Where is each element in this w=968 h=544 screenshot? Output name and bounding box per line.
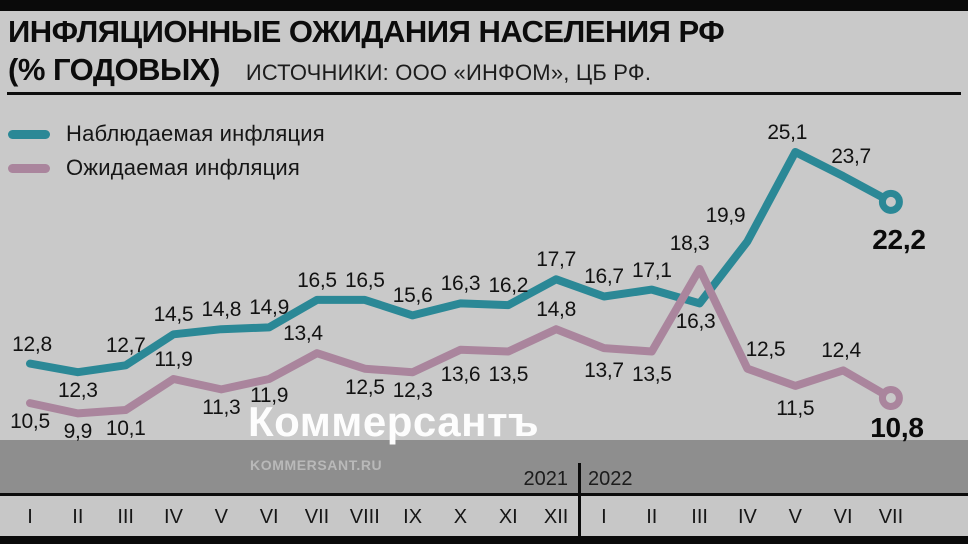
x-tick-2022-VI: VI <box>833 506 853 528</box>
observed-value-label: 16,2 <box>488 274 529 298</box>
legend: Наблюдаемая инфляция Ожидаемая инфляция <box>8 121 325 190</box>
year-label-2021: 2021 <box>523 468 569 490</box>
observed-value-label: 15,6 <box>392 284 433 308</box>
expected-value-label: 12,5 <box>745 337 786 361</box>
x-tick-2022-I: I <box>601 506 607 528</box>
footer-band <box>0 440 968 493</box>
expected-value-label: 12,4 <box>821 339 861 363</box>
expected-value-label: 11,5 <box>776 396 815 420</box>
observed-value-label: 17,1 <box>631 258 672 282</box>
observed-value-label: 16,3 <box>440 272 481 296</box>
observed-line-label: Наблюдаемая инфляция <box>66 121 325 146</box>
x-tick-2021-IV: IV <box>164 506 183 528</box>
year-divider <box>578 463 581 536</box>
x-tick-2022-VII: VII <box>878 506 904 528</box>
kommersant-url: KOMMERSANT.RU <box>250 457 383 473</box>
expected-value-label: 13,5 <box>488 362 529 386</box>
expected-value-label: 10,8 <box>870 411 924 443</box>
observed-value-label: 14,5 <box>153 303 194 327</box>
observed-value-label: 12,7 <box>105 334 146 358</box>
expected-value-label: 13,5 <box>631 362 672 386</box>
x-tick-2021-I: I <box>27 506 33 528</box>
x-tick-2022-IV: IV <box>737 506 757 528</box>
expected-value-label: 11,3 <box>202 396 241 420</box>
x-tick-2021-X: X <box>453 506 468 528</box>
observed-value-label: 16,3 <box>675 310 716 334</box>
observed-value-label: 19,9 <box>705 204 746 228</box>
expected-value-label: 13,4 <box>283 322 323 346</box>
observed-value-label: 12,8 <box>12 332 52 356</box>
x-tick-2021-IX: IX <box>403 506 423 528</box>
bottom-bar <box>0 536 968 544</box>
observed-value-label: 16,5 <box>344 268 385 292</box>
observed-value-label: 14,8 <box>201 298 242 322</box>
expected-line-label: Ожидаемая инфляция <box>66 155 301 180</box>
observed-value-label: 17,7 <box>536 248 576 272</box>
expected-value-label: 11,9 <box>154 348 193 372</box>
observed-value-label: 25,1 <box>767 121 808 144</box>
observed-value-label: 22,2 <box>872 223 926 255</box>
x-tick-2021-V: V <box>214 506 228 528</box>
observed-value-label: 16,5 <box>297 268 337 292</box>
x-tick-2021-VII: VII <box>304 506 330 528</box>
top-bar <box>0 0 968 11</box>
x-tick-2021-XI: XI <box>498 506 518 528</box>
x-tick-2021-III: III <box>117 506 134 528</box>
expected-end-marker <box>878 386 903 410</box>
observed-value-label: 23,7 <box>831 145 871 169</box>
source-note: ИСТОЧНИКИ: ООО «ИНФОМ», ЦБ РФ. <box>245 60 652 85</box>
year-label-2022: 2022 <box>588 468 633 490</box>
kommersant-logo: Коммерсантъ <box>248 398 540 445</box>
legend-item-expected: Ожидаемая инфляция <box>8 155 325 180</box>
expected-value-label: 10,1 <box>105 417 146 440</box>
observed-end-marker <box>878 189 903 214</box>
expected-value-label: 18,3 <box>669 231 710 255</box>
chart-subtitle-row: (% ГОДОВЫХ) ИСТОЧНИКИ: ООО «ИНФОМ», ЦБ Р… <box>8 52 651 88</box>
legend-item-observed: Наблюдаемая инфляция <box>8 121 325 146</box>
observed-value-label: 12,3 <box>57 379 98 403</box>
x-tick-2021-XII: XII <box>543 506 569 528</box>
x-tick-2021-VI: VI <box>259 506 279 528</box>
expected-line <box>26 265 895 418</box>
expected-value-label: 13,7 <box>584 359 624 383</box>
observed-value-label: 16,7 <box>584 265 624 289</box>
header-divider <box>7 92 961 95</box>
x-tick-2021-VIII: VIII <box>349 506 380 528</box>
chart-title-line1: ИНФЛЯЦИОННЫЕ ОЖИДАНИЯ НАСЕЛЕНИЯ РФ <box>8 14 725 49</box>
observed-value-label: 14,9 <box>249 296 289 320</box>
x-tick-2022-III: III <box>691 506 708 528</box>
axis-top-border <box>0 493 968 496</box>
x-tick-2021-II: II <box>72 506 84 528</box>
x-tick-2022-V: V <box>788 506 802 528</box>
chart-title-line2: (% ГОДОВЫХ) <box>8 52 220 87</box>
expected-value-label: 14,8 <box>536 298 576 322</box>
expected-value-label: 13,6 <box>440 362 481 386</box>
x-tick-2022-II: II <box>646 506 658 528</box>
expected-value-label: 12,5 <box>344 375 385 399</box>
expected-value-label: 10,5 <box>10 410 50 434</box>
x-axis: I II III IV V VI VII VIII IX X XI XII I II III IV V VI VII <box>0 496 968 536</box>
expected-line-swatch <box>8 163 50 173</box>
observed-line-swatch <box>8 129 50 139</box>
